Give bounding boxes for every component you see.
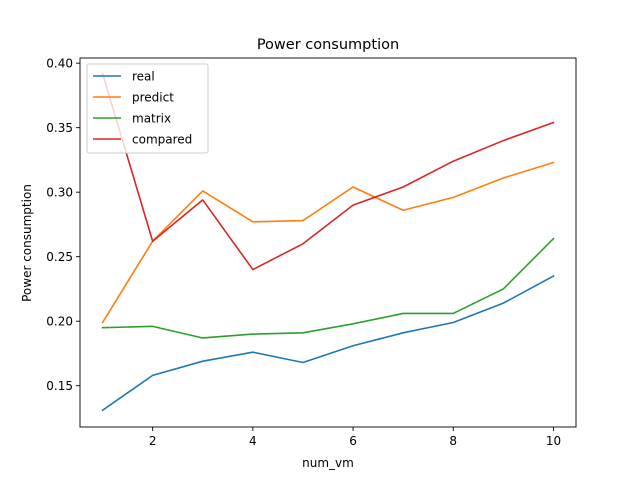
y-tick-label: 0.25 bbox=[46, 250, 73, 264]
x-tick-label: 4 bbox=[249, 434, 257, 448]
plot-frame bbox=[79, 57, 577, 428]
y-tick-label: 0.20 bbox=[46, 315, 73, 329]
y-tick-label: 0.30 bbox=[46, 186, 73, 200]
legend-label-matrix: matrix bbox=[132, 112, 171, 126]
x-tick-label: 10 bbox=[546, 434, 561, 448]
y-tick-label: 0.15 bbox=[46, 379, 73, 393]
x-tick-label: 6 bbox=[349, 434, 357, 448]
series-line-real bbox=[101, 274, 555, 412]
series-line-predict bbox=[101, 161, 555, 324]
legend-label-compared: compared bbox=[132, 133, 192, 147]
legend-frame bbox=[86, 63, 209, 154]
series-line-matrix bbox=[101, 237, 555, 339]
y-tick-label: 0.35 bbox=[46, 121, 73, 135]
legend: real predict matrix compared bbox=[86, 63, 209, 154]
x-tick-label: 8 bbox=[449, 434, 457, 448]
y-tick-label: 0.40 bbox=[46, 57, 73, 71]
series-layer bbox=[101, 72, 555, 412]
series-line-compared bbox=[101, 72, 555, 271]
x-axis-label: num_vm bbox=[302, 456, 354, 470]
axes-layer: 2 4 6 8 10 0.15 0.20 0.25 0.30 0.35 0.40 bbox=[46, 57, 577, 448]
y-axis-label: Power consumption bbox=[20, 184, 34, 302]
x-tick-label: 2 bbox=[149, 434, 157, 448]
legend-label-predict: predict bbox=[132, 91, 174, 105]
chart-title: Power consumption bbox=[257, 37, 399, 53]
legend-label-real: real bbox=[132, 70, 155, 84]
